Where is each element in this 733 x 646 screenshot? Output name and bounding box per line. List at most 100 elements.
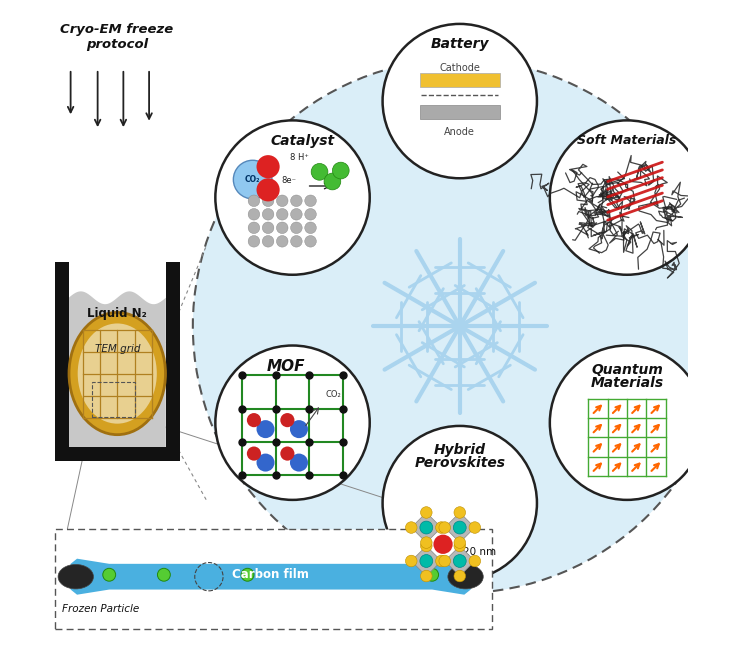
Circle shape [241, 568, 254, 581]
Text: Materials: Materials [591, 376, 663, 390]
Text: Hybrid: Hybrid [434, 443, 486, 457]
Bar [166, 262, 180, 461]
Circle shape [276, 236, 288, 247]
Text: Catalyst: Catalyst [270, 134, 334, 148]
Circle shape [290, 222, 302, 234]
Polygon shape [411, 512, 441, 543]
Circle shape [420, 521, 432, 534]
Circle shape [469, 522, 481, 534]
Circle shape [247, 446, 261, 461]
Ellipse shape [58, 565, 93, 589]
Circle shape [435, 555, 447, 567]
Circle shape [469, 555, 481, 567]
Circle shape [290, 195, 302, 207]
Circle shape [193, 59, 726, 593]
Circle shape [305, 236, 317, 247]
Bar [54, 529, 492, 629]
Circle shape [257, 420, 275, 438]
Text: 8e⁻: 8e⁻ [281, 176, 297, 185]
Circle shape [421, 540, 432, 552]
Circle shape [420, 554, 432, 567]
Circle shape [305, 195, 317, 207]
Bar [54, 447, 180, 461]
Circle shape [280, 446, 295, 461]
Circle shape [262, 195, 274, 207]
Circle shape [550, 120, 704, 275]
Circle shape [453, 521, 466, 534]
Bar [54, 262, 69, 461]
Bar [420, 73, 500, 87]
Circle shape [426, 568, 438, 581]
Circle shape [216, 120, 369, 275]
Circle shape [332, 162, 349, 179]
Circle shape [405, 522, 417, 534]
Text: MOF: MOF [267, 359, 306, 373]
Text: Liquid N₂: Liquid N₂ [87, 307, 147, 320]
Circle shape [290, 236, 302, 247]
Circle shape [305, 222, 317, 234]
Circle shape [276, 209, 288, 220]
Text: Carbon film: Carbon film [232, 568, 309, 581]
Circle shape [421, 537, 432, 548]
Text: CO₂: CO₂ [245, 175, 260, 184]
Circle shape [405, 555, 417, 567]
Circle shape [290, 453, 308, 472]
Circle shape [454, 570, 465, 582]
Circle shape [454, 506, 465, 518]
Text: Cathode: Cathode [439, 63, 480, 72]
Text: Frozen Particle: Frozen Particle [62, 604, 139, 614]
Circle shape [248, 236, 259, 247]
Polygon shape [445, 512, 475, 543]
Circle shape [276, 222, 288, 234]
Circle shape [248, 222, 259, 234]
Text: Cryo-EM freeze
protocol: Cryo-EM freeze protocol [60, 23, 174, 51]
Text: CO₂: CO₂ [326, 390, 342, 399]
Bar [420, 105, 500, 119]
Ellipse shape [448, 565, 483, 589]
Circle shape [454, 537, 465, 548]
Text: 8 H⁺: 8 H⁺ [290, 153, 309, 162]
Circle shape [383, 24, 537, 178]
Circle shape [453, 554, 466, 567]
Circle shape [433, 535, 453, 554]
Circle shape [454, 540, 465, 552]
Polygon shape [69, 291, 166, 447]
Bar [92, 382, 136, 417]
Circle shape [290, 420, 308, 438]
Circle shape [312, 163, 328, 180]
Text: Quantum: Quantum [591, 363, 663, 377]
Circle shape [262, 222, 274, 234]
Circle shape [280, 413, 295, 427]
Circle shape [421, 506, 432, 518]
Circle shape [276, 195, 288, 207]
Circle shape [290, 209, 302, 220]
Text: Battery: Battery [430, 37, 489, 52]
Text: Perovskites: Perovskites [414, 456, 505, 470]
Text: Soft Materials: Soft Materials [578, 134, 677, 147]
Circle shape [248, 195, 259, 207]
Circle shape [550, 346, 704, 500]
Circle shape [262, 236, 274, 247]
Circle shape [233, 160, 272, 199]
Text: 20 nm: 20 nm [463, 547, 496, 557]
Circle shape [257, 155, 280, 178]
Circle shape [248, 209, 259, 220]
Circle shape [216, 346, 369, 500]
Circle shape [257, 178, 280, 202]
Ellipse shape [69, 313, 166, 435]
Circle shape [305, 209, 317, 220]
Circle shape [324, 173, 341, 190]
Circle shape [439, 522, 451, 534]
Circle shape [262, 209, 274, 220]
Polygon shape [70, 559, 471, 595]
Text: Anode: Anode [444, 127, 475, 137]
Circle shape [103, 568, 116, 581]
Circle shape [439, 555, 451, 567]
Circle shape [158, 568, 170, 581]
Circle shape [247, 413, 261, 427]
Circle shape [257, 453, 275, 472]
Circle shape [421, 570, 432, 582]
Polygon shape [411, 546, 441, 576]
Text: TEM grid: TEM grid [95, 344, 140, 354]
Polygon shape [445, 546, 475, 576]
